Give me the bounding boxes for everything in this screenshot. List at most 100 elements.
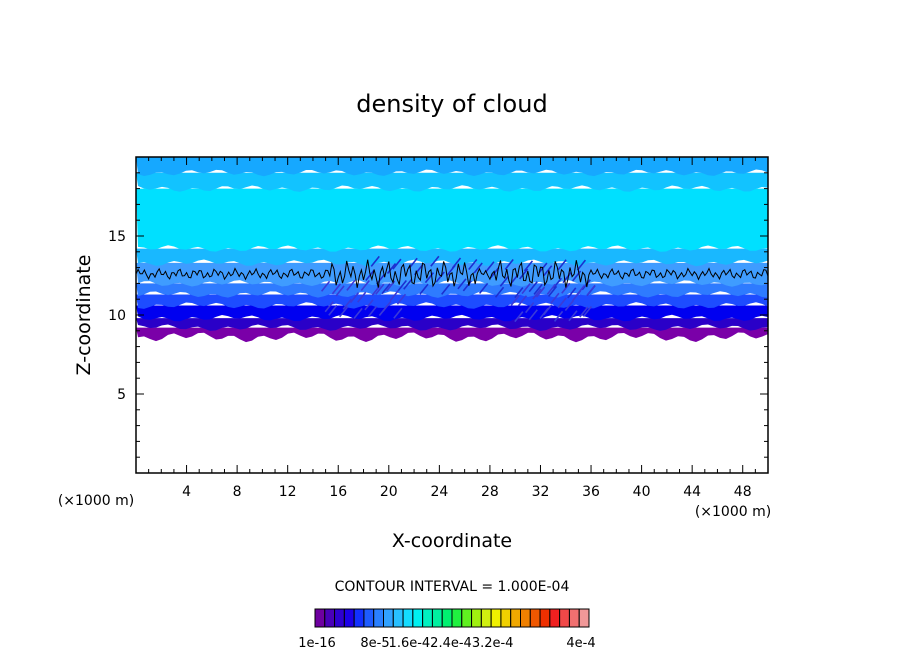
colorbar-swatch bbox=[402, 608, 414, 628]
cloud-band bbox=[136, 188, 768, 252]
ripple-mark bbox=[435, 271, 445, 283]
ripple-mark bbox=[430, 255, 440, 267]
colorbar-swatch bbox=[461, 608, 473, 628]
colorbar-swatch bbox=[324, 608, 336, 628]
ripple-mark bbox=[328, 304, 338, 316]
ripple-mark bbox=[553, 310, 564, 322]
cloud-band bbox=[136, 172, 768, 192]
y-tick-labels: 5 10 15 bbox=[108, 229, 126, 403]
ripple-mark bbox=[568, 310, 578, 322]
ripple-mark bbox=[331, 283, 342, 295]
ripple-mark bbox=[397, 279, 407, 291]
colorbar-swatch bbox=[431, 608, 443, 628]
ripple-mark bbox=[339, 306, 349, 318]
ripple-mark bbox=[367, 305, 378, 317]
cloud-band bbox=[136, 318, 768, 331]
cloud-band bbox=[136, 157, 768, 177]
ripple-mark bbox=[567, 287, 577, 299]
ripple-mark bbox=[499, 275, 509, 287]
ripple-mark bbox=[533, 283, 543, 295]
plot-area bbox=[135, 156, 769, 474]
colorbar-swatch bbox=[559, 608, 570, 628]
colorbar-swatch bbox=[471, 608, 482, 628]
ripple-mark bbox=[543, 265, 553, 277]
ripple-mark bbox=[393, 307, 403, 319]
y-tick-label: 15 bbox=[108, 229, 126, 245]
ripple-mark bbox=[550, 292, 560, 304]
ripple-mark bbox=[478, 282, 489, 294]
ripple-mark bbox=[576, 259, 587, 271]
colorbar-swatch bbox=[500, 608, 512, 628]
ripple-mark bbox=[514, 287, 524, 299]
x-tick-label: 20 bbox=[380, 484, 398, 500]
ripple-mark bbox=[521, 283, 531, 295]
ripple-mark bbox=[517, 295, 528, 307]
axis-ticks bbox=[136, 157, 768, 473]
ripple-mark bbox=[535, 286, 546, 298]
ripple-mark bbox=[320, 280, 331, 292]
colorbar-swatch bbox=[529, 608, 541, 628]
colorbar-swatch bbox=[343, 608, 355, 628]
ripple-mark bbox=[392, 258, 402, 270]
ripple-mark bbox=[546, 283, 556, 295]
ripple-mark bbox=[375, 283, 385, 295]
x-tick-label: 12 bbox=[279, 484, 297, 500]
ripple-mark bbox=[586, 284, 596, 296]
colorbar-swatch bbox=[441, 608, 453, 628]
colorbar-swatch bbox=[392, 608, 404, 628]
colorbar-label: 1e-16 bbox=[298, 636, 336, 651]
ripple-mark bbox=[346, 279, 356, 291]
x-tick-label: 44 bbox=[683, 484, 701, 500]
ripple-mark bbox=[523, 260, 534, 272]
ripple-mark bbox=[557, 297, 567, 309]
ripple-mark bbox=[552, 277, 562, 289]
colorbar-swatch bbox=[373, 608, 385, 628]
ripple-mark bbox=[561, 282, 571, 294]
ripple-mark bbox=[564, 300, 574, 312]
ripple-mark bbox=[389, 290, 399, 302]
contour-interval-text: CONTOUR INTERVAL = 1.000E-04 bbox=[335, 579, 570, 595]
y-tick-label: 5 bbox=[117, 387, 126, 403]
x-tick-label: 28 bbox=[481, 484, 499, 500]
ripple-mark bbox=[473, 262, 483, 274]
ripple-mark bbox=[396, 293, 407, 305]
ripple-mark bbox=[457, 278, 467, 290]
x-tick-label: 40 bbox=[633, 484, 651, 500]
colorbar-swatch bbox=[490, 608, 502, 628]
x-tick-label: 24 bbox=[430, 484, 448, 500]
contour-line bbox=[135, 259, 769, 288]
colorbar-swatch bbox=[412, 608, 424, 628]
ripple-mark bbox=[543, 304, 553, 316]
cloud-band bbox=[136, 248, 768, 267]
ripple-mark bbox=[528, 281, 538, 293]
ripple-mark bbox=[424, 272, 435, 284]
cloud-band bbox=[136, 327, 768, 343]
ripple-mark bbox=[342, 298, 352, 310]
ripple-mark bbox=[510, 294, 520, 306]
colorbar-label: 1.6e-42.4e-43.2e-4 bbox=[389, 636, 514, 651]
x-tick-label: 8 bbox=[233, 484, 242, 500]
y-axis-label: Z-coordinate bbox=[73, 255, 95, 376]
ripple-mark bbox=[575, 285, 585, 297]
ripple-mark bbox=[365, 270, 375, 281]
ripple-mark bbox=[451, 257, 462, 269]
x-tick-label: 48 bbox=[734, 484, 752, 500]
ripple-mark bbox=[441, 283, 451, 295]
colorbar-swatch bbox=[568, 608, 580, 628]
ripple-mark bbox=[519, 268, 529, 280]
colorbar-swatch bbox=[363, 608, 375, 628]
colorbar-swatch bbox=[549, 608, 561, 628]
ripple-mark bbox=[582, 306, 593, 318]
ripple-mark bbox=[370, 255, 380, 267]
colorbar-swatch bbox=[539, 608, 551, 628]
cloud-band bbox=[136, 294, 768, 309]
ripple-mark bbox=[353, 307, 363, 319]
ripple-mark bbox=[494, 286, 505, 298]
x-tick-label: 4 bbox=[182, 484, 191, 500]
x-unit-label: (×1000 m) bbox=[695, 504, 771, 520]
ripple-mark bbox=[514, 311, 524, 323]
chart-title: density of cloud bbox=[356, 90, 547, 118]
colorbar-swatch bbox=[422, 608, 433, 628]
colorbar-swatch bbox=[314, 608, 326, 628]
